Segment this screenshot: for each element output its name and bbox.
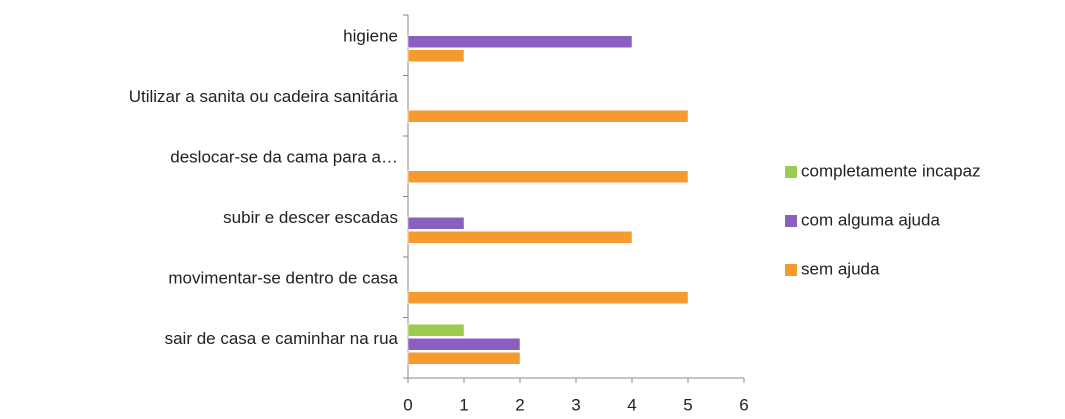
category-label: Utilizar a sanita ou cadeira sanitária bbox=[129, 87, 399, 106]
legend-swatch bbox=[785, 166, 797, 178]
category-label: sair de casa e caminhar na rua bbox=[165, 329, 399, 348]
x-tick-label: 5 bbox=[683, 395, 692, 414]
bar bbox=[407, 35, 633, 48]
legend-swatch bbox=[785, 264, 797, 276]
bar bbox=[407, 338, 521, 351]
category-label: movimentar-se dentro de casa bbox=[168, 269, 398, 288]
x-tick-label: 2 bbox=[515, 395, 524, 414]
bar bbox=[407, 291, 689, 304]
legend-label: sem ajuda bbox=[801, 259, 880, 278]
bar bbox=[407, 324, 465, 337]
bar bbox=[407, 231, 633, 244]
x-tick-label: 1 bbox=[459, 395, 468, 414]
legend-label: completamente incapaz bbox=[801, 161, 981, 180]
bar bbox=[407, 217, 465, 230]
legend-label: com alguma ajuda bbox=[801, 210, 940, 229]
bar bbox=[407, 352, 521, 365]
x-tick-label: 3 bbox=[571, 395, 580, 414]
legend-swatch bbox=[785, 215, 797, 227]
x-tick-label: 6 bbox=[739, 395, 748, 414]
bar bbox=[407, 110, 689, 123]
category-label: subir e descer escadas bbox=[223, 208, 398, 227]
category-label: deslocar-se da cama para a… bbox=[170, 148, 398, 167]
category-label: higiene bbox=[343, 27, 398, 46]
bar bbox=[407, 170, 689, 183]
x-tick-label: 4 bbox=[627, 395, 636, 414]
x-tick-label: 0 bbox=[403, 395, 412, 414]
bar bbox=[407, 49, 465, 62]
